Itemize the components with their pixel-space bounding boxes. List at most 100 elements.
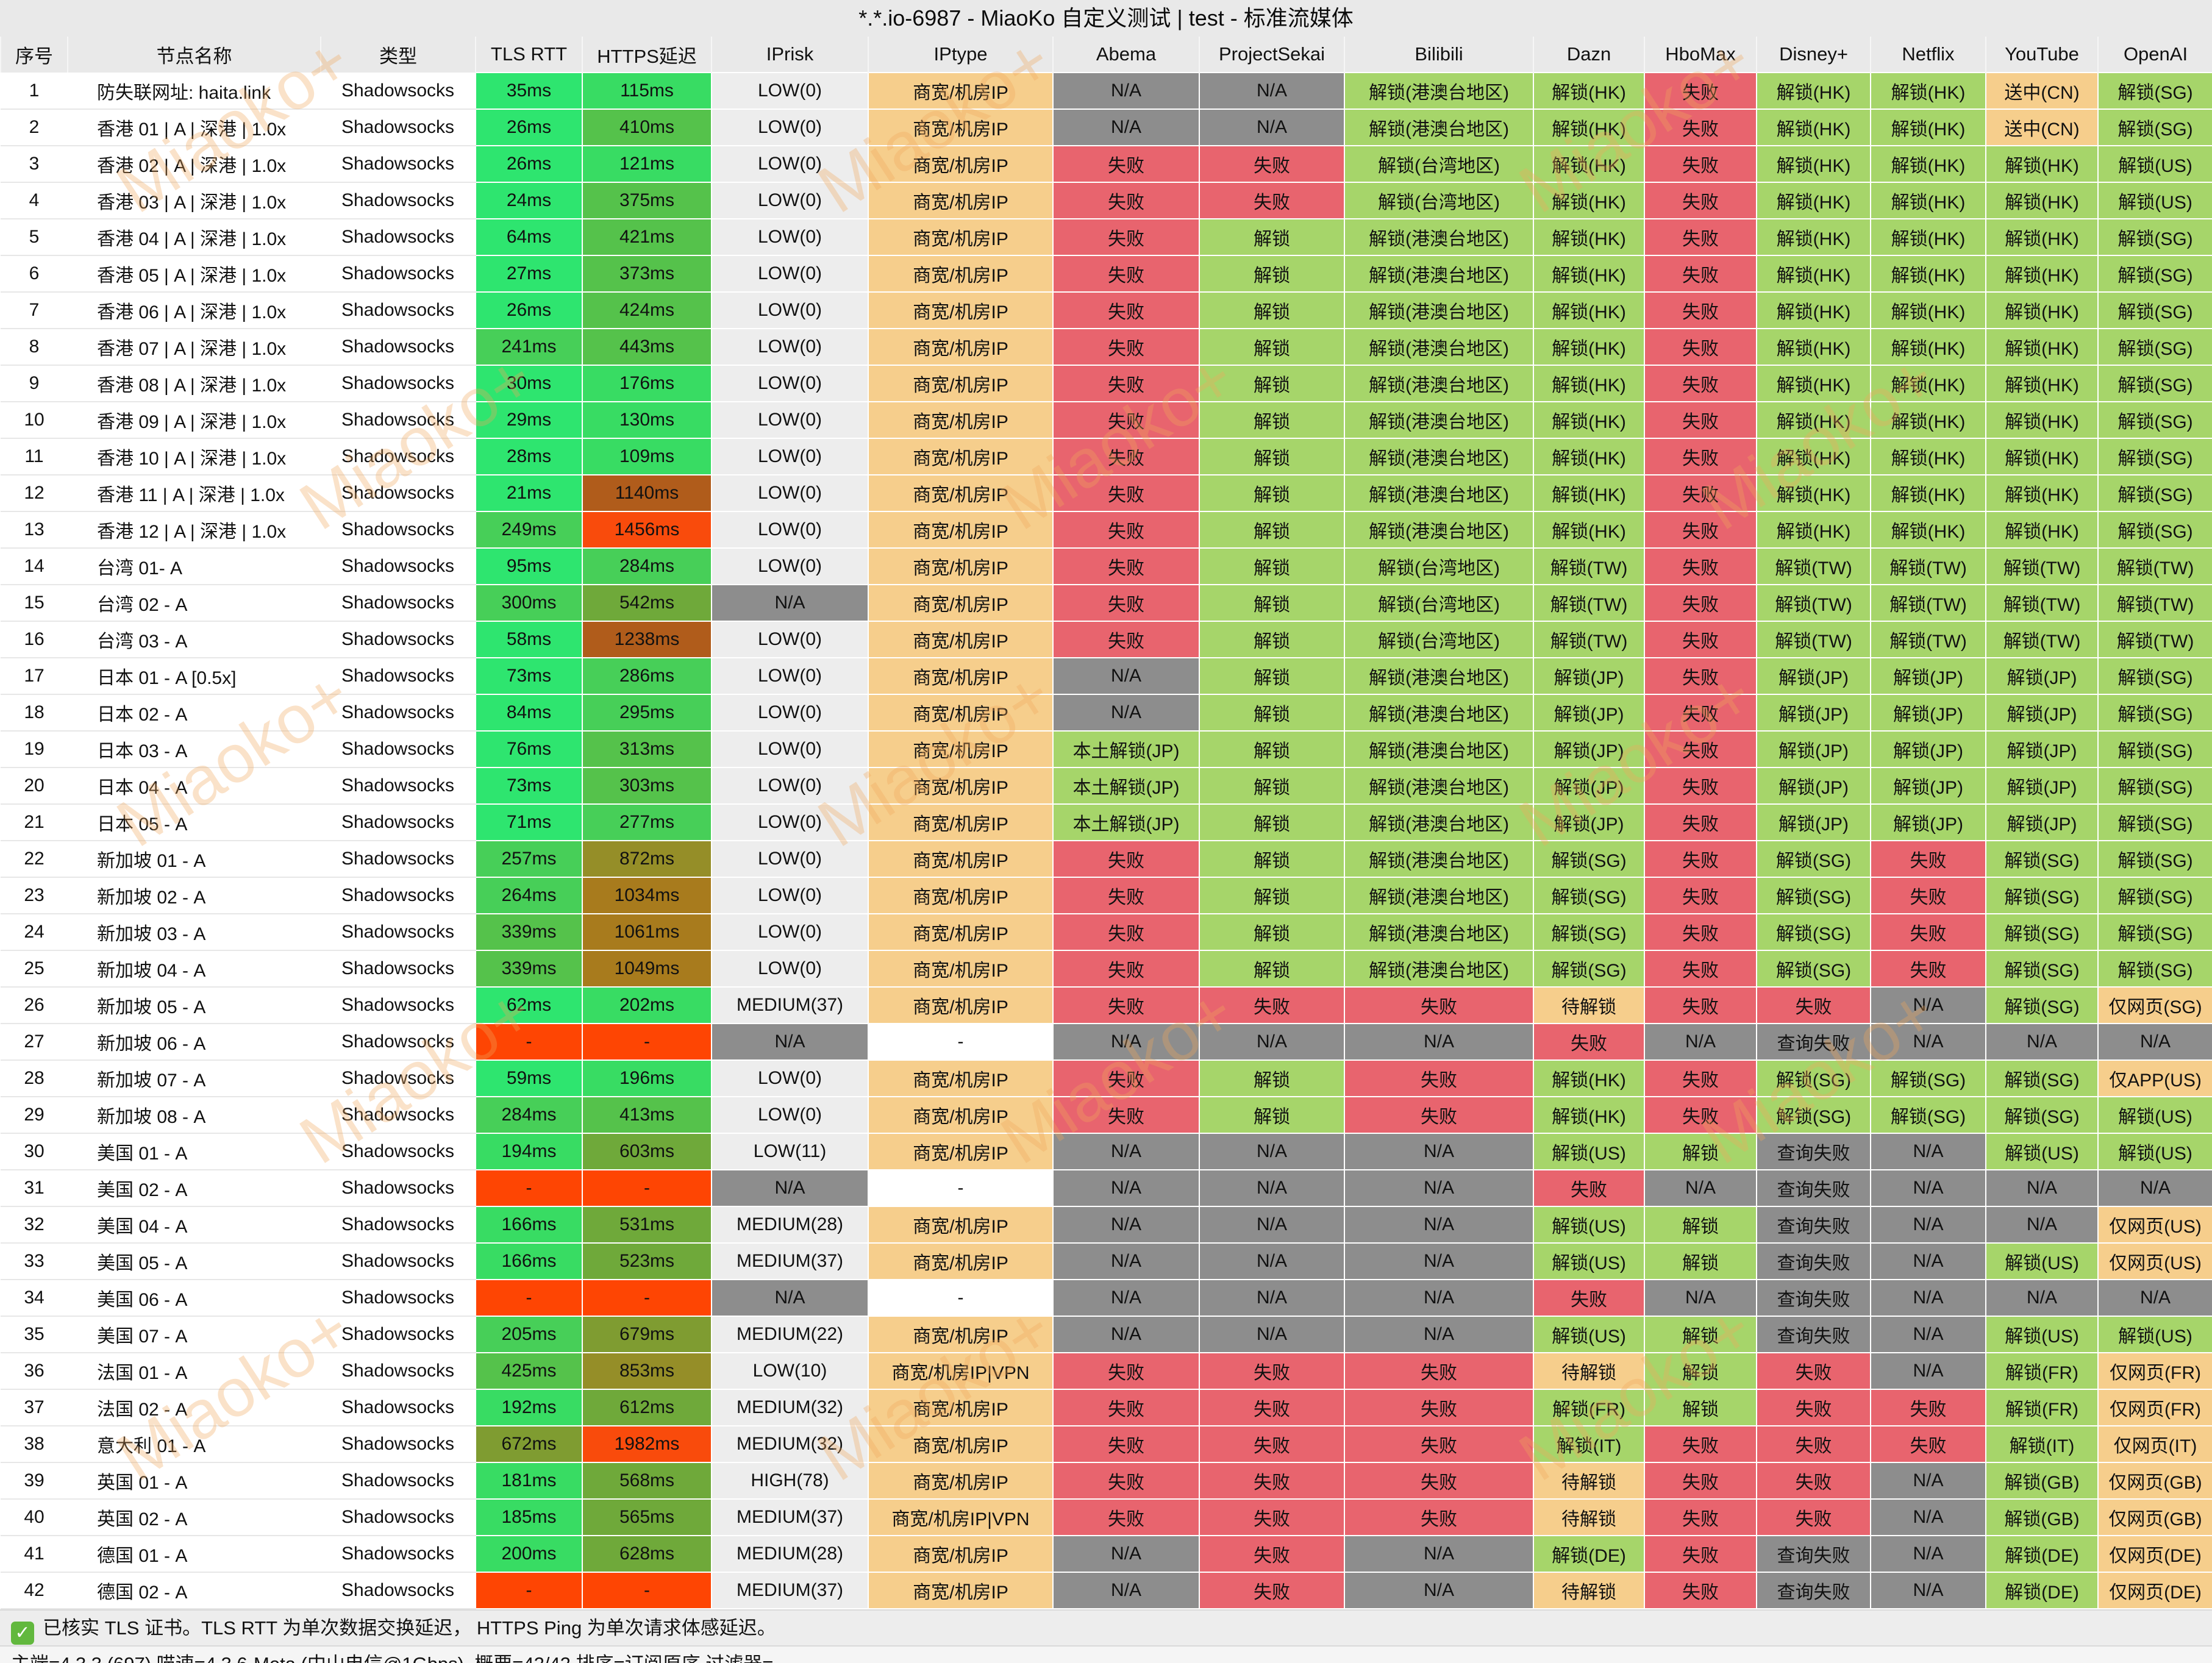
table-cell: 284ms bbox=[475, 1096, 583, 1134]
table-cell: 失败 bbox=[1052, 401, 1200, 439]
table-cell: 商宽/机房IP bbox=[868, 1096, 1054, 1134]
table-cell: 商宽/机房IP bbox=[868, 730, 1054, 768]
table-cell: 解锁(TW) bbox=[1533, 584, 1645, 622]
table-cell: 新加坡 05 - A bbox=[68, 987, 321, 1024]
table-cell: 失败 bbox=[1199, 986, 1345, 1024]
table-cell: Shadowsocks bbox=[321, 585, 476, 622]
table-cell: 商宽/机房IP bbox=[868, 1133, 1054, 1170]
table-cell: 解锁(DE) bbox=[1985, 1572, 2099, 1609]
table-row: 17 日本 01 - A [0.5x] Shadowsocks 73ms 286ms LO… bbox=[1, 657, 2212, 695]
table-cell: 失败 bbox=[1533, 1169, 1645, 1207]
table-cell: 解锁(HK) bbox=[1533, 109, 1645, 146]
table-cell: 12 bbox=[1, 475, 68, 512]
table-cell: 264ms bbox=[475, 877, 583, 914]
table-cell: 解锁 bbox=[1199, 584, 1345, 622]
table-cell: 26 bbox=[1, 987, 68, 1024]
table-cell: 解锁(SG) bbox=[2097, 218, 2212, 256]
table-cell: 解锁(SG) bbox=[2097, 694, 2212, 732]
table-cell: 15 bbox=[1, 585, 68, 622]
table-cell: 香港 10 | A | 深港 | 1.0x bbox=[68, 438, 321, 475]
table-cell: 解锁(TW) bbox=[1756, 621, 1871, 658]
table-cell: 商宽/机房IP bbox=[868, 621, 1054, 658]
column-header: YouTube bbox=[1985, 37, 2098, 73]
table-cell: 香港 11 | A | 深港 | 1.0x bbox=[68, 475, 321, 512]
table-cell: N/A bbox=[1870, 1572, 1986, 1609]
table-cell: 解锁(SG) bbox=[2097, 328, 2212, 366]
table-cell: 失败 bbox=[1052, 145, 1200, 183]
table-cell: 失败 bbox=[1644, 438, 1757, 475]
table-cell: MEDIUM(37) bbox=[711, 1572, 869, 1609]
table-cell: 1982ms bbox=[582, 1425, 712, 1463]
table-cell: N/A bbox=[711, 1023, 869, 1061]
table-cell: Shadowsocks bbox=[321, 877, 476, 914]
table-cell: 196ms bbox=[582, 1059, 712, 1097]
table-cell: 14 bbox=[1, 548, 68, 585]
table-cell: 失败 bbox=[1199, 1498, 1345, 1536]
table-cell: 失败 bbox=[1199, 182, 1345, 219]
table-cell: 542ms bbox=[582, 584, 712, 622]
table-cell: 失败 bbox=[1052, 511, 1200, 549]
table-cell: 失败 bbox=[1052, 218, 1200, 256]
table-cell: - bbox=[475, 1169, 583, 1207]
table-cell: 5 bbox=[1, 219, 68, 256]
table-cell: 30ms bbox=[475, 365, 583, 402]
table-cell: Shadowsocks bbox=[321, 987, 476, 1024]
table-cell: 失败 bbox=[1644, 255, 1757, 293]
table-row: 26 新加坡 05 - A Shadowsocks 62ms 202ms MEDIUM(3… bbox=[1, 986, 2212, 1024]
table-cell: 商宽/机房IP bbox=[868, 182, 1054, 219]
table-row: 11 香港 10 | A | 深港 | 1.0x Shadowsocks 28ms 10… bbox=[1, 438, 2212, 475]
table-cell: 解锁(JP) bbox=[1870, 657, 1986, 695]
table-cell: 商宽/机房IP bbox=[868, 1462, 1054, 1500]
table-cell: 仅网页(GB) bbox=[2097, 1462, 2212, 1500]
table-cell: 解锁(US) bbox=[1533, 1133, 1645, 1170]
table-cell: 37 bbox=[1, 1389, 68, 1426]
table-cell: 本土解锁(JP) bbox=[1052, 730, 1200, 768]
table-cell: 仅网页(US) bbox=[2097, 1242, 2212, 1280]
table-cell: LOW(0) bbox=[711, 803, 869, 841]
table-cell: LOW(0) bbox=[711, 657, 869, 695]
table-cell: N/A bbox=[1344, 1242, 1534, 1280]
table-cell: 解锁(SG) bbox=[1985, 840, 2099, 878]
table-cell: 商宽/机房IP bbox=[868, 328, 1054, 366]
table-cell: 解锁 bbox=[1199, 840, 1345, 878]
table-cell: 解锁(港澳台地区) bbox=[1344, 328, 1534, 366]
table-cell: 76ms bbox=[475, 730, 583, 768]
table-cell: - bbox=[475, 1279, 583, 1317]
table-cell: N/A bbox=[1344, 1133, 1534, 1170]
table-cell: 84ms bbox=[475, 694, 583, 732]
table-cell: 26ms bbox=[475, 291, 583, 329]
table-cell: 339ms bbox=[475, 950, 583, 988]
table-cell: 解锁(TW) bbox=[1756, 584, 1871, 622]
table-cell: 失败 bbox=[1052, 1498, 1200, 1536]
table-cell: 香港 08 | A | 深港 | 1.0x bbox=[68, 365, 321, 402]
table-cell: 失败 bbox=[1756, 1425, 1871, 1463]
table-cell: 解锁 bbox=[1199, 803, 1345, 841]
table-cell: 解锁 bbox=[1199, 621, 1345, 658]
table-cell: 59ms bbox=[475, 1059, 583, 1097]
table-cell: 277ms bbox=[582, 803, 712, 841]
table-cell: 解锁(SG) bbox=[2097, 950, 2212, 988]
table-cell: 失败 bbox=[1199, 1425, 1345, 1463]
table-cell: LOW(10) bbox=[711, 1352, 869, 1390]
table-cell: 失败 bbox=[1756, 1462, 1871, 1500]
table-cell: 新加坡 06 - A bbox=[68, 1024, 321, 1061]
table-cell: 解锁(SG) bbox=[2097, 913, 2212, 951]
table-cell: 失败 bbox=[1344, 1389, 1534, 1426]
table-cell: 解锁 bbox=[1199, 950, 1345, 988]
table-row: 25 新加坡 04 - A Shadowsocks 339ms 1049ms LOW(0)… bbox=[1, 950, 2212, 988]
table-cell: 13 bbox=[1, 511, 68, 549]
table-cell: 解锁 bbox=[1199, 877, 1345, 914]
table-cell: 日本 01 - A [0.5x] bbox=[68, 658, 321, 695]
table-cell: Shadowsocks bbox=[321, 1060, 476, 1097]
table-cell: 解锁 bbox=[1199, 1096, 1345, 1134]
table-cell: 失败 bbox=[1644, 365, 1757, 402]
table-cell: 商宽/机房IP bbox=[868, 401, 1054, 439]
table-row: 5 香港 04 | A | 深港 | 1.0x Shadowsocks 64ms 421… bbox=[1, 218, 2212, 256]
table-cell: 失败 bbox=[1052, 950, 1200, 988]
table-cell: 解锁(SG) bbox=[1756, 913, 1871, 951]
table-cell: Shadowsocks bbox=[321, 1389, 476, 1426]
column-header: IPtype bbox=[868, 37, 1053, 73]
table-cell: 商宽/机房IP bbox=[868, 767, 1054, 805]
column-header: ProjectSekai bbox=[1199, 37, 1344, 73]
table-cell: 21 bbox=[1, 804, 68, 841]
